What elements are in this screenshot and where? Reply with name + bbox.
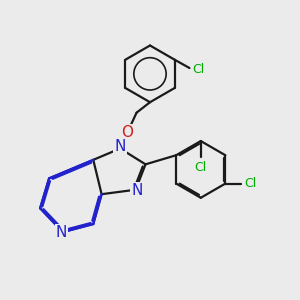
Text: N: N xyxy=(56,225,67,240)
Text: Cl: Cl xyxy=(244,177,256,190)
Text: N: N xyxy=(115,139,126,154)
Text: N: N xyxy=(131,183,143,198)
Text: Cl: Cl xyxy=(193,63,205,76)
Text: O: O xyxy=(122,124,134,140)
Text: Cl: Cl xyxy=(195,161,207,174)
